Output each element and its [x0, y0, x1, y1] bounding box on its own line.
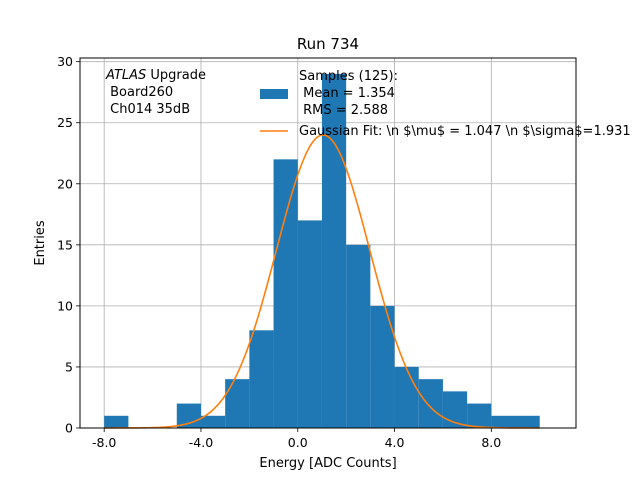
x-tick-label-3: 4.0 [385, 435, 405, 450]
x-tick-label-4: 8.0 [481, 435, 501, 450]
x-tick-label-0: -8.0 [92, 435, 116, 450]
y-axis-ticks: 0 5 10 15 20 25 30 [57, 54, 80, 436]
gaussian-fit-curve [104, 134, 540, 429]
legend-samples-line1: Samples (125): [299, 69, 398, 84]
histogram-bar-4 [200, 415, 226, 428]
histogram-bar-15 [467, 403, 492, 428]
histogram-bar-0 [104, 415, 129, 428]
legend-samples-patch [260, 89, 288, 99]
legend-fit-label: Gaussian Fit: \n $\mu$ = 1.047 \n $\sigm… [299, 124, 631, 139]
histogram-bar-8 [297, 220, 322, 428]
annotation-board: Board260 [106, 85, 173, 100]
x-tick-label-2: 0.0 [288, 435, 308, 450]
y-tick-label-4: 20 [57, 176, 73, 191]
histogram-bar-17 [515, 415, 540, 428]
histogram-bar-5 [225, 379, 250, 428]
annotation-upgrade: Upgrade [146, 68, 206, 83]
y-tick-label-2: 10 [57, 298, 73, 313]
histogram-bar-7 [273, 159, 298, 428]
y-tick-label-3: 15 [57, 237, 73, 252]
chart-title: Run 734 [297, 35, 359, 53]
histogram-bar-13 [418, 379, 443, 428]
histogram-bar-10 [346, 244, 371, 428]
histogram-bars [104, 73, 540, 429]
histogram-bar-9 [321, 73, 347, 429]
x-axis-ticks: -8.0 -4.0 0.0 4.0 8.0 [92, 428, 501, 450]
y-tick-label-5: 25 [57, 115, 73, 130]
annotation: ATLAS Upgrade Board260 Ch014 35dB [105, 68, 206, 117]
y-tick-label-6: 30 [57, 54, 73, 69]
histogram-bar-16 [491, 415, 516, 428]
y-tick-label-0: 0 [65, 421, 73, 436]
legend: Samples (125): Mean = 1.354 RMS = 2.588 … [260, 69, 631, 139]
y-axis-label: Entries [33, 220, 48, 266]
x-axis-label: Energy [ADC Counts] [259, 456, 396, 471]
annotation-atlas: ATLAS [105, 68, 146, 83]
histogram-bar-12 [394, 366, 419, 428]
histogram-bar-3 [176, 403, 201, 428]
y-tick-label-1: 5 [65, 359, 73, 374]
svg-text:ATLAS Upgrade: ATLAS Upgrade [105, 68, 206, 83]
plot-frame [79, 57, 577, 429]
legend-samples-line3: RMS = 2.588 [299, 103, 388, 118]
x-tick-label-1: -4.0 [189, 435, 213, 450]
legend-samples-line2: Mean = 1.354 [299, 86, 395, 101]
histogram-bar-6 [249, 330, 274, 428]
annotation-channel: Ch014 35dB [106, 102, 190, 117]
